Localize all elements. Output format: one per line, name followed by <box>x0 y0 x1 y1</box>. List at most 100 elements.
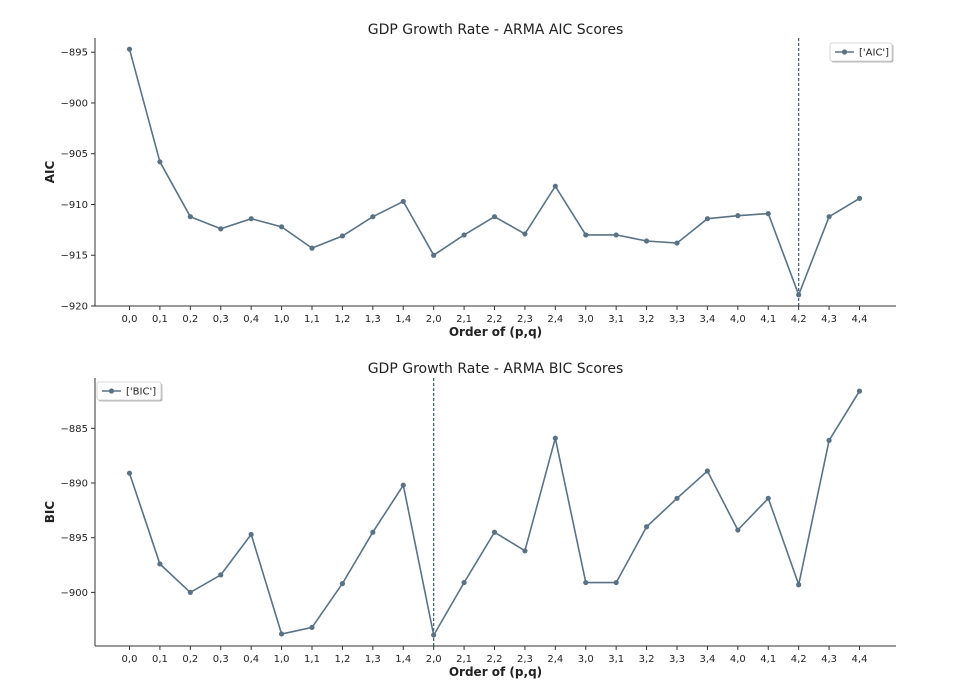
bic-data-point <box>735 527 741 533</box>
aic-x-tick-label: 4,0 <box>730 314 746 325</box>
aic-data-point <box>522 231 528 237</box>
bic-x-tick-label: 1,2 <box>334 654 350 665</box>
aic-x-tick-label: 2,2 <box>487 314 503 325</box>
aic-y-tick-label: −900 <box>61 98 88 109</box>
aic-data-point <box>400 198 406 205</box>
bic-legend-box <box>96 381 162 401</box>
aic-data-point <box>370 214 376 220</box>
bic-chart: GDP Growth Rate - ARMA BIC Scores −885 −89… <box>43 361 896 679</box>
aic-x-axis-label: Order of (p,q) <box>449 325 542 339</box>
bic-data-point <box>400 482 406 488</box>
aic-x-tick-label: 0,0 <box>122 314 138 325</box>
aic-y-tick-label: −915 <box>61 251 88 262</box>
bic-y-tick-label: −885 <box>61 424 88 435</box>
aic-y-tick-label: −895 <box>61 48 88 59</box>
bic-x-tick-label: 0,3 <box>213 654 229 665</box>
bic-x-tick-label: 4,0 <box>730 654 746 665</box>
bic-x-tick-label: 4,3 <box>821 654 837 665</box>
aic-data-point <box>491 214 498 220</box>
bic-y-tick-label: −900 <box>61 588 88 599</box>
aic-x-tick-label: 1,4 <box>395 314 411 325</box>
bic-x-tick-label: 3,4 <box>699 654 715 665</box>
bic-data-point <box>796 582 802 588</box>
bic-data-point <box>643 524 650 530</box>
aic-x-tick-label: 1,1 <box>304 314 320 325</box>
aic-x-tick-label: 1,2 <box>334 314 350 325</box>
aic-x-tick-label: 3,3 <box>669 314 685 325</box>
aic-chart-title: GDP Growth Rate - ARMA AIC Scores <box>368 22 624 38</box>
aic-legend-label: ['AIC'] <box>859 48 889 59</box>
aic-data-point <box>796 292 802 298</box>
aic-x-tick-label: 1,3 <box>365 314 381 325</box>
bic-x-tick-label: 1,0 <box>274 654 290 665</box>
bic-data-point <box>157 561 163 567</box>
aic-data-point <box>126 46 133 52</box>
bic-series-line <box>128 390 861 638</box>
aic-y-axis-label: AIC <box>43 161 57 184</box>
bic-legend: ['BIC'] <box>96 381 163 402</box>
aic-data-point <box>218 226 224 232</box>
aic-data-point <box>765 211 771 217</box>
aic-y-tick-label: −910 <box>61 200 88 211</box>
aic-x-tick-label: 4,3 <box>821 314 837 325</box>
bic-x-tick-label: 0,0 <box>122 654 138 665</box>
aic-x-tick-label: 1,0 <box>274 314 290 325</box>
bic-data-point <box>461 579 467 586</box>
bic-x-tick-label: 2,2 <box>487 654 503 665</box>
aic-x-tick-label: 3,4 <box>699 314 715 325</box>
aic-x-tick-label: 3,0 <box>578 314 594 325</box>
bic-x-tick-label: 3,3 <box>669 654 685 665</box>
aic-x-tick-label: 4,1 <box>760 314 776 325</box>
aic-x-tick-label: 0,3 <box>213 314 229 325</box>
bic-x-tick-label: 0,1 <box>152 654 168 665</box>
bic-x-tick-label: 1,1 <box>304 654 320 665</box>
aic-data-point <box>704 216 711 222</box>
bic-data-point <box>674 495 680 501</box>
bic-data-point <box>522 548 528 554</box>
bic-data-point <box>339 581 346 587</box>
bic-data-point <box>126 470 133 476</box>
bic-x-tick-label: 2,4 <box>547 654 563 665</box>
aic-data-point <box>248 216 254 222</box>
aic-y-tick-label: −905 <box>61 149 88 160</box>
bic-legend-label: ['BIC'] <box>126 387 156 398</box>
bic-data-point <box>187 589 193 596</box>
bic-x-tick-label: 4,2 <box>791 654 807 665</box>
aic-legend-box <box>829 42 893 62</box>
bic-x-tick-label: 3,2 <box>639 654 655 665</box>
aic-x-tick-label: 0,4 <box>243 314 259 325</box>
aic-data-point <box>856 195 863 201</box>
bic-data-point <box>491 529 498 535</box>
bic-legend-marker <box>108 388 115 394</box>
bic-data-point <box>583 579 589 586</box>
aic-data-point <box>643 238 650 244</box>
bic-data-point <box>370 529 376 535</box>
aic-x-tick-label: 3,1 <box>608 314 624 325</box>
aic-data-point <box>278 224 285 230</box>
aic-data-point <box>674 240 680 246</box>
bic-y-tick-label: −895 <box>61 533 88 544</box>
bic-x-tick-label: 2,3 <box>517 654 533 665</box>
aic-x-tick-label: 2,4 <box>547 314 563 325</box>
bic-x-tick-label: 1,4 <box>395 654 411 665</box>
aic-x-tick-label: 0,2 <box>182 314 198 325</box>
aic-legend-marker <box>841 49 848 55</box>
bic-x-tick-label: 4,4 <box>852 654 868 665</box>
bic-data-point <box>704 468 711 474</box>
bic-data-point <box>309 624 315 631</box>
aic-data-point <box>339 233 346 239</box>
bic-data-point <box>248 531 254 538</box>
aic-x-tick-label: 2,3 <box>517 314 533 325</box>
bic-data-point <box>218 572 224 578</box>
aic-legend: ['AIC'] <box>829 42 894 63</box>
aic-data-point <box>735 213 741 219</box>
bic-data-point <box>431 632 437 638</box>
aic-data-point <box>552 183 558 189</box>
bic-x-tick-label: 3,1 <box>608 654 624 665</box>
bic-data-point <box>278 631 285 637</box>
bic-data-point <box>765 495 771 501</box>
bic-x-tick-label: 3,0 <box>578 654 594 665</box>
bic-data-point <box>826 437 832 443</box>
aic-data-point <box>431 252 437 258</box>
